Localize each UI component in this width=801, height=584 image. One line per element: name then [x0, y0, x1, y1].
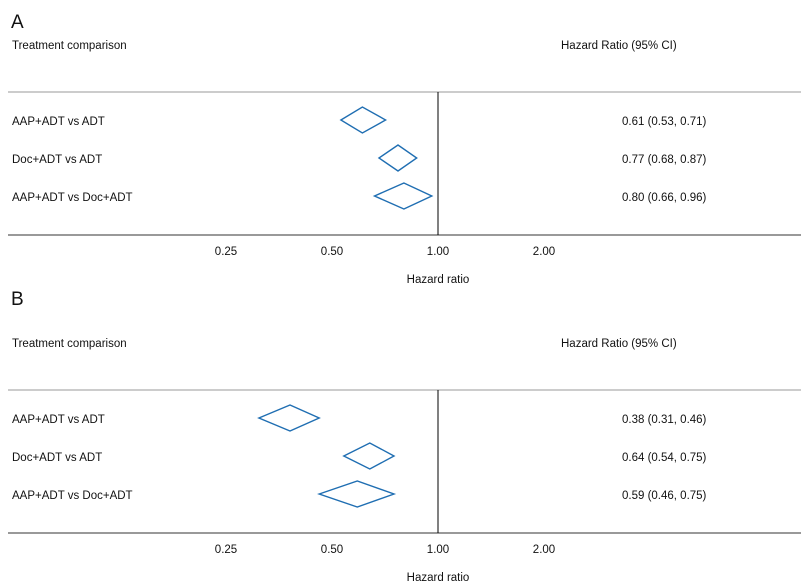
- panel-label: B: [11, 289, 24, 310]
- forest-panel-a: A Treatment comparison Hazard Ratio (95%…: [8, 12, 801, 286]
- forest-panel-b: B Treatment comparison Hazard Ratio (95%…: [0, 289, 801, 584]
- x-axis-title: Hazard ratio: [407, 274, 470, 286]
- forest-plot-a: A Treatment comparison Hazard Ratio (95%…: [8, 12, 801, 286]
- row-label: Doc+ADT vs ADT: [12, 452, 102, 464]
- hazard-ratio-ci: 0.80 (0.66, 0.96): [622, 192, 707, 204]
- x-tick-label: 0.50: [321, 246, 343, 258]
- x-tick-label: 0.50: [321, 544, 343, 556]
- left-column-header: Treatment comparison: [12, 338, 127, 350]
- left-column-header: Treatment comparison: [12, 40, 127, 52]
- x-tick-label: 2.00: [533, 246, 555, 258]
- row-label: AAP+ADT vs Doc+ADT: [12, 192, 133, 204]
- forest-plot-b: B Treatment comparison Hazard Ratio (95%…: [8, 289, 801, 584]
- hazard-ratio-ci: 0.64 (0.54, 0.75): [622, 452, 707, 464]
- x-tick-label: 2.00: [533, 544, 555, 556]
- hazard-ratio-ci: 0.77 (0.68, 0.87): [622, 154, 707, 166]
- hazard-ratio-diamond: [339, 106, 388, 134]
- row-label: AAP+ADT vs ADT: [12, 116, 105, 128]
- hazard-ratio-diamond: [257, 404, 321, 432]
- hazard-ratio-diamond: [377, 144, 418, 172]
- hazard-ratio-diamond: [317, 480, 397, 508]
- hazard-ratio-diamond: [372, 182, 434, 210]
- x-tick-label: 1.00: [427, 246, 449, 258]
- panel-label: A: [11, 12, 24, 33]
- right-column-header: Hazard Ratio (95% CI): [561, 40, 677, 52]
- row-label: Doc+ADT vs ADT: [12, 154, 102, 166]
- row-label: AAP+ADT vs Doc+ADT: [12, 490, 133, 502]
- hazard-ratio-ci: 0.59 (0.46, 0.75): [622, 490, 707, 502]
- hazard-ratio-ci: 0.61 (0.53, 0.71): [622, 116, 707, 128]
- hazard-ratio-diamond: [342, 442, 396, 470]
- row-label: AAP+ADT vs ADT: [12, 414, 105, 426]
- x-tick-label: 0.25: [215, 544, 237, 556]
- x-axis-title: Hazard ratio: [407, 572, 470, 584]
- x-tick-label: 0.25: [215, 246, 237, 258]
- hazard-ratio-ci: 0.38 (0.31, 0.46): [622, 414, 707, 426]
- x-tick-label: 1.00: [427, 544, 449, 556]
- right-column-header: Hazard Ratio (95% CI): [561, 338, 677, 350]
